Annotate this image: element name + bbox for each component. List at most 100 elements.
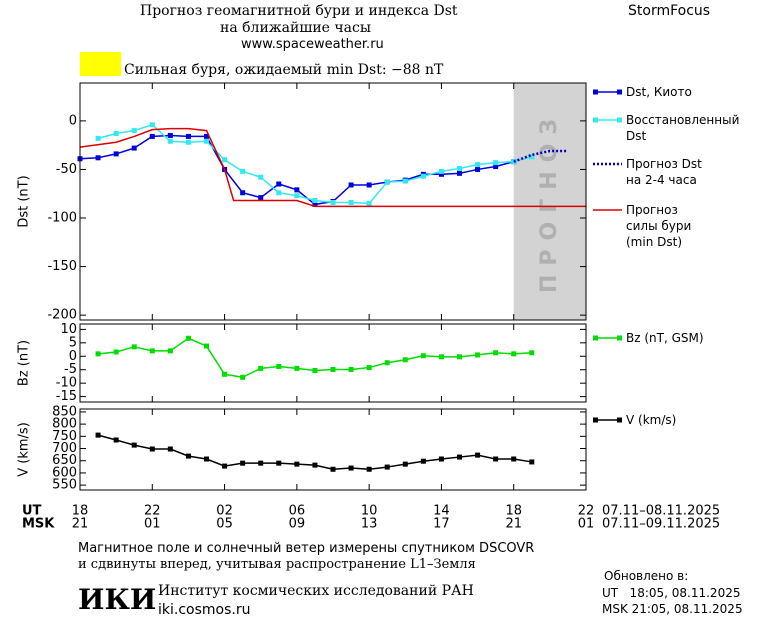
marker [113,349,119,355]
status-swatch [80,52,121,76]
marker [240,190,246,196]
marker [222,371,228,377]
x-tick-label: 17 [433,517,450,532]
x-tick-label: 10 [361,504,378,519]
plot [95,432,535,472]
updated-ut: UT 18:05, 08.11.2025 [602,586,741,600]
marker [438,168,444,174]
marker [420,353,426,359]
y-tick-label: 700 [52,441,77,456]
marker [402,357,408,363]
marker [402,178,408,184]
marker [258,365,264,371]
y-tick-label: 650 [52,453,77,468]
plot [95,335,535,380]
forecast-label: ПРОГНОЗ [537,110,562,293]
marker [131,442,137,448]
y-tick-label: 850 [52,404,77,419]
y-tick-label: 600 [52,465,77,480]
y-tick-label: -10 [56,376,77,391]
marker [438,171,444,177]
x-tick-label: 22 [144,504,161,519]
marker [529,350,535,356]
x-tick-label: 06 [289,504,306,519]
marker [113,437,119,443]
marker [330,366,336,372]
legend-marker [617,417,622,423]
marker [348,366,354,372]
note: и сдвинуты вперед, учитывая распростране… [78,557,476,572]
marker [258,195,264,201]
x-range-label: 07.11–08.11.2025 [602,504,720,519]
legend-marker [617,335,622,341]
subtitle: на ближайшие часы [220,20,372,36]
marker [312,198,318,204]
x-tick-label: 02 [216,504,233,519]
marker [95,155,101,161]
marker [113,151,119,157]
y-axis-label: Dst (nT) [17,175,32,227]
marker [204,456,209,462]
y-tick-label: 0 [69,349,77,364]
marker [240,460,246,466]
x-tick-label: 01 [144,517,161,532]
brand: StormFocus [628,3,711,19]
marker [493,456,499,462]
y-tick-label: 5 [69,335,77,350]
marker [294,193,300,199]
y-tick-label: -50 [56,162,77,177]
marker [384,360,390,366]
plot [77,122,586,208]
title: Прогноз геомагнитной бури и индекса Dst [140,3,458,19]
marker [330,466,336,472]
marker [457,454,462,460]
marker [420,173,426,179]
legend-label: Dst, Киото [626,85,692,99]
series-line [79,127,586,208]
panel-frame [79,408,587,491]
x-tick-label: 18 [505,504,522,519]
url: www.spaceweather.ru [241,37,384,52]
marker [131,128,137,134]
marker [402,461,408,467]
y-tick-label: -5 [64,362,77,377]
marker [457,354,462,360]
marker [384,464,390,470]
y-tick-label: -200 [47,308,77,323]
marker [493,164,499,170]
marker [149,122,155,128]
marker [384,179,390,185]
y-axis-label: Bz (nT) [17,340,32,386]
marker [222,463,228,469]
marker [475,352,481,358]
marker [95,351,101,357]
x-axis-label: UT [22,504,42,519]
marker [312,368,318,374]
legend-marker [593,89,598,95]
y-tick-label: -100 [47,211,77,226]
marker [438,456,444,462]
marker [167,132,173,138]
marker [167,348,173,354]
marker [420,458,426,464]
note: Магнитное поле и солнечный ветер измерен… [78,541,535,556]
x-range-label: 07.11–09.11.2025 [602,517,720,532]
marker [240,374,246,380]
marker [493,160,499,166]
status: Сильная буря, ожидаемый min Dst: −88 nT [124,62,444,78]
marker [185,133,191,139]
series-line [513,149,568,163]
legend-label: Прогноз силы бури (min Dst) [626,203,692,249]
marker [185,335,191,341]
x-tick-label: 21 [505,517,522,532]
marker [95,432,101,438]
legend-marker [593,417,598,423]
marker [529,459,535,465]
x-tick-label: 18 [72,504,89,519]
marker [167,138,173,144]
marker [185,453,191,459]
x-tick-label: 21 [72,517,89,532]
x-tick-label: 01 [578,517,595,532]
institute: Институт космических исследований РАН [158,583,474,599]
